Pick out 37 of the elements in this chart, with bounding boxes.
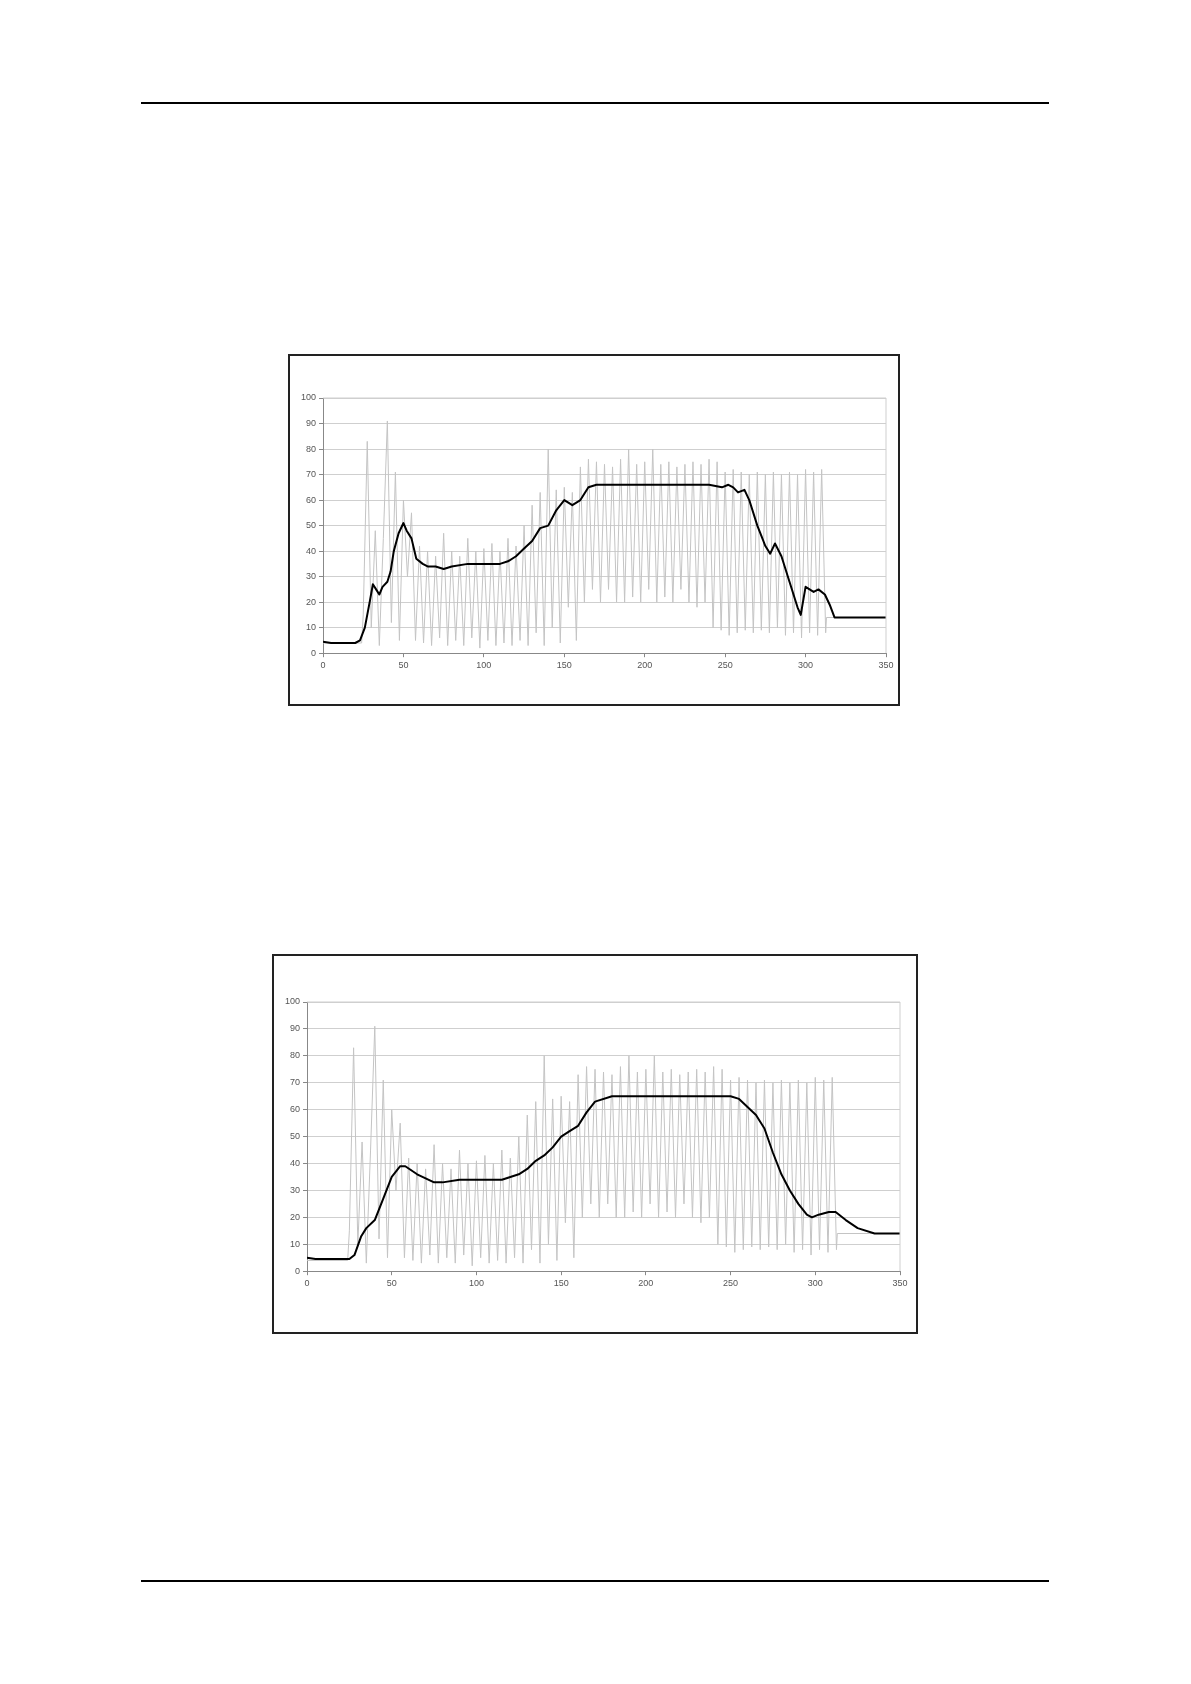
x-tick-label: 350	[892, 1278, 908, 1289]
x-tick-label: 150	[553, 1278, 569, 1289]
x-tick-label: 250	[717, 660, 733, 671]
x-tick-label: 0	[320, 660, 326, 671]
x-tick-label: 300	[807, 1278, 823, 1289]
y-tick-label: 50	[290, 1131, 301, 1142]
y-tick-label: 80	[306, 443, 317, 454]
y-tick-label: 70	[290, 1077, 301, 1088]
y-tick-label: 20	[290, 1211, 301, 1222]
y-tick-label: 50	[306, 520, 317, 531]
x-tick-label: 250	[723, 1278, 739, 1289]
y-tick-label: 0	[311, 647, 317, 658]
x-tick-label: 350	[878, 660, 894, 671]
x-tick-label: 200	[638, 1278, 654, 1289]
y-tick-label: 90	[306, 418, 317, 428]
y-tick-label: 60	[306, 494, 317, 505]
x-tick-label: 100	[468, 1278, 484, 1289]
y-tick-label: 100	[284, 996, 301, 1007]
y-tick-label: 40	[290, 1158, 301, 1168]
x-tick-label: 100	[476, 660, 492, 671]
y-tick-label: 70	[306, 469, 317, 480]
y-tick-label: 20	[306, 596, 317, 607]
y-tick-label: 40	[306, 545, 317, 556]
x-tick-label: 200	[637, 660, 653, 671]
x-tick-label: 50	[386, 1278, 397, 1289]
y-tick-label: 80	[290, 1050, 301, 1061]
y-tick-label: 10	[306, 622, 317, 633]
y-tick-label: 0	[295, 1265, 301, 1276]
y-tick-label: 90	[290, 1023, 301, 1034]
y-tick-label: 30	[290, 1184, 301, 1195]
x-tick-label: 150	[556, 660, 572, 671]
y-tick-label: 10	[290, 1238, 301, 1249]
y-tick-label: 30	[306, 571, 317, 582]
x-tick-label: 50	[398, 660, 409, 671]
y-tick-label: 60	[290, 1104, 301, 1115]
x-tick-label: 300	[798, 660, 814, 671]
y-tick-label: 100	[300, 392, 317, 403]
